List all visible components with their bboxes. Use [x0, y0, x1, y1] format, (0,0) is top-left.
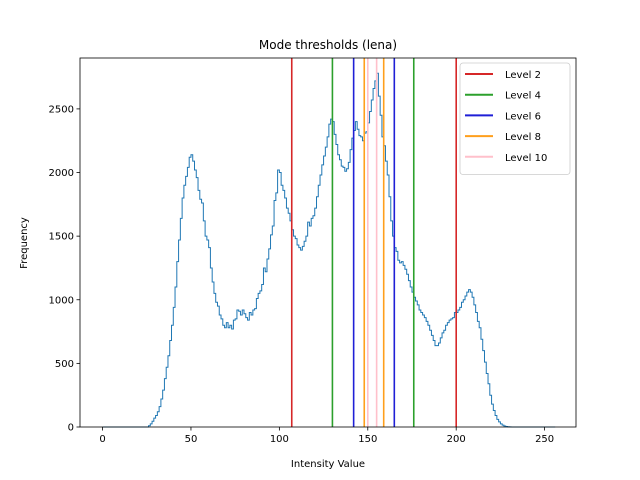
legend-label: Level 4	[505, 91, 541, 102]
y-tick-label: 0	[68, 423, 74, 434]
legend-label: Level 10	[505, 153, 547, 164]
legend-label: Level 2	[505, 70, 541, 81]
y-tick-label: 1500	[49, 232, 74, 243]
y-tick-label: 2500	[49, 104, 74, 115]
axes-frame	[79, 57, 577, 428]
x-tick-label: 150	[358, 434, 377, 445]
legend-label: Level 6	[505, 111, 541, 122]
chart-title: Mode thresholds (lena)	[259, 38, 397, 52]
legend-label: Level 8	[505, 132, 541, 143]
x-tick-label: 100	[270, 434, 289, 445]
x-tick-label: 0	[99, 434, 105, 445]
histogram-series	[102, 72, 556, 428]
y-tick-label: 500	[55, 359, 74, 370]
x-tick-label: 50	[185, 434, 198, 445]
legend-box	[459, 62, 571, 175]
x-tick-label: 200	[447, 434, 466, 445]
legend: Level 2 Level 4 Level 6 Level 8 Level 10	[459, 62, 571, 175]
y-tick-label: 1000	[49, 295, 74, 306]
x-axis-label: Intensity Value	[291, 459, 365, 470]
y-tick-label: 2000	[49, 168, 74, 179]
y-axis-label: Frequency	[19, 217, 30, 269]
x-tick-label: 250	[535, 434, 554, 445]
